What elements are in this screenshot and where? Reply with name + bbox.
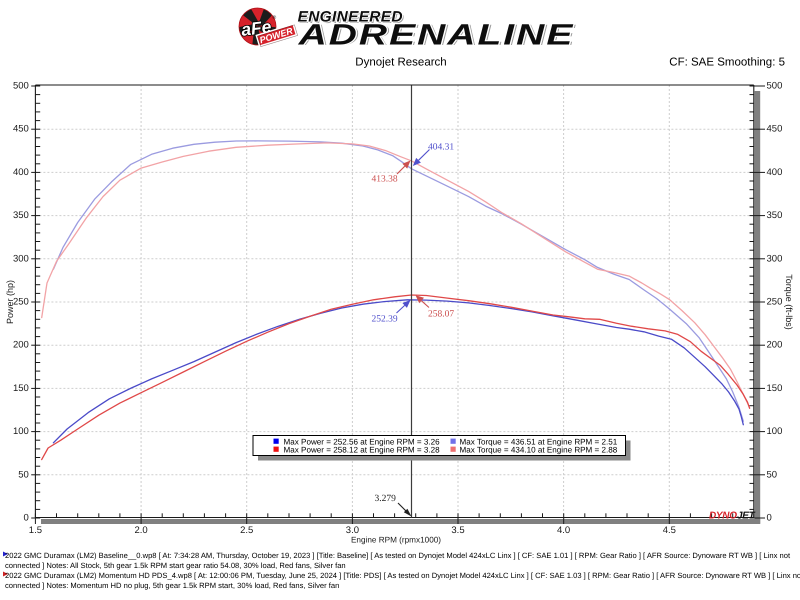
svg-text:200: 200 — [13, 340, 29, 351]
svg-text:404.31: 404.31 — [428, 143, 454, 153]
svg-text:ADRENALINE: ADRENALINE — [300, 19, 577, 52]
svg-text:3.279: 3.279 — [375, 494, 397, 504]
svg-text:4.0: 4.0 — [557, 525, 570, 536]
svg-text:450: 450 — [13, 124, 29, 135]
svg-text:150: 150 — [767, 383, 783, 394]
svg-text:413.38: 413.38 — [372, 174, 398, 184]
svg-text:DYNO: DYNO — [709, 511, 737, 522]
svg-text:350: 350 — [767, 210, 783, 221]
svg-text:450: 450 — [767, 124, 783, 135]
svg-text:0: 0 — [767, 513, 772, 524]
svg-text:ADRENALINE: ADRENALINE — [297, 19, 574, 52]
svg-text:Engine RPM (rpmx1000): Engine RPM (rpmx1000) — [351, 535, 441, 544]
svg-text:4.5: 4.5 — [663, 525, 676, 536]
svg-text:300: 300 — [767, 253, 783, 264]
svg-text:500: 500 — [13, 81, 29, 92]
svg-text:Max Power = 258.12 at Engine R: Max Power = 258.12 at Engine RPM = 3.28 — [284, 445, 441, 454]
svg-text:250: 250 — [13, 297, 29, 308]
svg-text:0: 0 — [24, 513, 29, 524]
svg-text:2022 GMC Duramax (LM2) Momentu: 2022 GMC Duramax (LM2) Momentum HD PDS_4… — [5, 571, 800, 580]
svg-text:258.07: 258.07 — [428, 309, 454, 319]
svg-text:Dynojet Research: Dynojet Research — [355, 57, 446, 69]
svg-text:connected ] Notes: Momentum HD: connected ] Notes: Momentum HD no plug, … — [5, 581, 339, 590]
svg-text:150: 150 — [13, 383, 29, 394]
svg-text:350: 350 — [13, 210, 29, 221]
svg-text:CF: SAE Smoothing: 5: CF: SAE Smoothing: 5 — [669, 57, 785, 69]
svg-text:252.39: 252.39 — [372, 314, 398, 324]
svg-text:®: ® — [273, 15, 277, 21]
svg-text:2.0: 2.0 — [134, 525, 147, 536]
svg-text:connected ] Notes: All Stock,: connected ] Notes: All Stock, 5th gear 1… — [5, 561, 346, 570]
svg-text:3.5: 3.5 — [451, 525, 464, 536]
svg-text:400: 400 — [13, 167, 29, 178]
svg-text:500: 500 — [767, 81, 783, 92]
svg-text:50: 50 — [767, 469, 778, 480]
svg-text:Max Torque = 436.51 at Engine: Max Torque = 436.51 at Engine RPM = 2.51 — [460, 437, 618, 446]
svg-text:1.5: 1.5 — [29, 525, 42, 536]
svg-text:Power (hp): Power (hp) — [5, 280, 15, 324]
svg-text:ENGINEERED: ENGINEERED — [299, 10, 404, 27]
svg-text:Torque (ft-lbs): Torque (ft-lbs) — [784, 274, 794, 330]
svg-text:2022 GMC Duramax (LM2) Baselin: 2022 GMC Duramax (LM2) Baseline__0.wp8 [… — [5, 551, 791, 560]
svg-text:JET: JET — [737, 511, 756, 522]
svg-text:Max Power = 252.56 at Engine R: Max Power = 252.56 at Engine RPM = 3.26 — [284, 437, 441, 446]
svg-text:300: 300 — [13, 253, 29, 264]
svg-text:Max Torque = 434.10 at Engine: Max Torque = 434.10 at Engine RPM = 2.88 — [460, 445, 618, 454]
svg-text:100: 100 — [13, 426, 29, 437]
svg-text:3.0: 3.0 — [346, 525, 359, 536]
svg-text:50: 50 — [18, 469, 29, 480]
svg-text:2.5: 2.5 — [240, 525, 253, 536]
svg-text:ENGINEERED: ENGINEERED — [298, 9, 403, 26]
svg-text:400: 400 — [767, 167, 783, 178]
svg-text:250: 250 — [767, 297, 783, 308]
svg-text:200: 200 — [767, 340, 783, 351]
svg-text:100: 100 — [767, 426, 783, 437]
